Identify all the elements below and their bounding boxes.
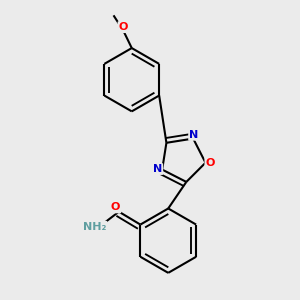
Text: O: O — [111, 202, 120, 212]
Text: O: O — [118, 22, 128, 32]
Text: O: O — [205, 158, 215, 168]
Text: N: N — [153, 164, 162, 174]
Text: NH₂: NH₂ — [83, 222, 106, 232]
Text: N: N — [189, 130, 198, 140]
